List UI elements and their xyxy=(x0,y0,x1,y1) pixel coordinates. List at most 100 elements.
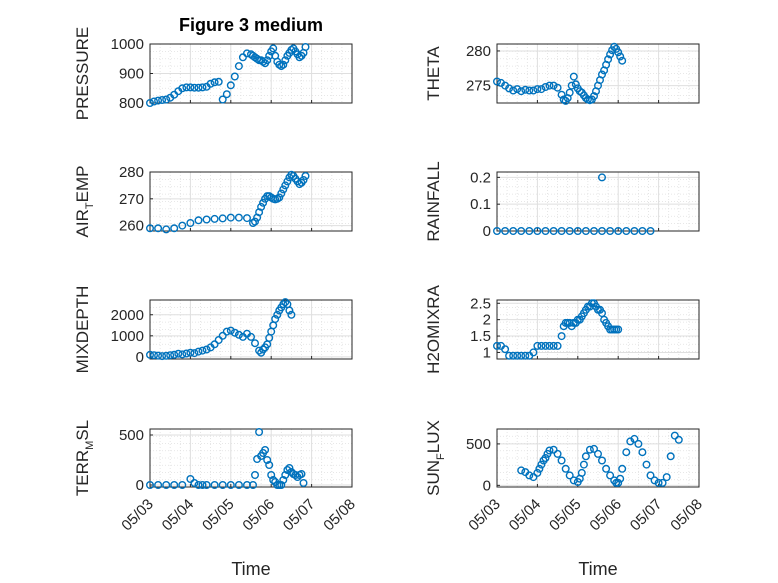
data-point xyxy=(283,466,292,475)
data-point xyxy=(271,315,280,324)
data-point xyxy=(561,464,570,473)
data-point xyxy=(255,346,264,355)
y-tick-label: 1000 xyxy=(111,328,144,345)
data-point xyxy=(654,478,663,487)
data-point xyxy=(162,95,171,104)
y-tick-label: 500 xyxy=(466,436,491,453)
data-point xyxy=(533,226,542,235)
data-point xyxy=(553,449,562,458)
data-point xyxy=(638,448,647,457)
data-point xyxy=(614,325,623,334)
data-point xyxy=(525,471,534,480)
data-point xyxy=(509,86,518,95)
data-point xyxy=(590,226,599,235)
data-point xyxy=(194,481,203,490)
data-point xyxy=(287,45,296,54)
data-point xyxy=(493,341,502,350)
data-point xyxy=(541,226,550,235)
data-point xyxy=(277,189,286,198)
data-point xyxy=(590,444,599,453)
data-point xyxy=(182,83,191,92)
data-point xyxy=(194,83,203,92)
data-point xyxy=(275,193,284,202)
data-point xyxy=(517,351,526,360)
data-point xyxy=(149,351,158,360)
y-tick-label: 2000 xyxy=(111,307,144,324)
data-point xyxy=(149,97,158,106)
data-point xyxy=(614,478,623,487)
data-point xyxy=(533,341,542,350)
data-point xyxy=(537,85,546,94)
data-point xyxy=(630,434,639,443)
axes-box xyxy=(149,43,353,104)
data-point xyxy=(565,471,574,480)
data-point xyxy=(218,214,227,223)
data-point xyxy=(614,48,623,57)
y-tick-label: 0 xyxy=(136,477,144,494)
y-tick-label: 0 xyxy=(136,349,144,366)
data-point xyxy=(218,331,227,340)
y-axis-label: SUNFLUX xyxy=(424,420,447,496)
data-point xyxy=(545,446,554,455)
data-point xyxy=(198,83,207,92)
data-point xyxy=(509,351,518,360)
data-point xyxy=(571,80,580,89)
data-point xyxy=(250,471,259,480)
data-point xyxy=(202,345,211,354)
axes-box xyxy=(149,171,353,232)
data-point xyxy=(606,471,615,480)
data-point xyxy=(186,348,195,357)
data-point xyxy=(513,85,522,94)
data-point xyxy=(222,327,231,336)
y-tick-label: 280 xyxy=(466,43,491,60)
y-tick-label: 1000 xyxy=(111,36,144,53)
y-tick-label: 260 xyxy=(119,218,144,235)
y-tick-label: 0.2 xyxy=(470,169,491,186)
data-point xyxy=(557,90,566,99)
data-point xyxy=(257,202,266,211)
figure-title: Figure 3 medium xyxy=(179,15,323,35)
data-point xyxy=(674,435,683,444)
data-point xyxy=(493,77,502,86)
data-point xyxy=(154,224,163,233)
data-point xyxy=(281,181,290,190)
data-point xyxy=(533,468,542,477)
data-point xyxy=(581,226,590,235)
data-point xyxy=(226,213,235,222)
data-point xyxy=(261,446,270,455)
data-point xyxy=(285,464,294,473)
data-point xyxy=(604,55,613,64)
data-point xyxy=(525,226,534,235)
data-point xyxy=(581,452,590,461)
data-point xyxy=(590,92,599,101)
data-point xyxy=(281,56,290,65)
data-point xyxy=(565,226,574,235)
data-point xyxy=(299,479,308,488)
data-point xyxy=(273,310,282,319)
data-point xyxy=(585,445,594,454)
data-point xyxy=(226,81,235,90)
data-point xyxy=(190,479,199,488)
data-point xyxy=(190,83,199,92)
data-point xyxy=(154,351,163,360)
y-tick-label: 1.5 xyxy=(470,328,491,345)
x-axis-label: Time xyxy=(578,559,617,579)
data-series xyxy=(145,170,310,234)
data-point xyxy=(297,470,306,479)
data-point xyxy=(295,53,304,62)
data-point xyxy=(517,466,526,475)
data-point xyxy=(658,478,667,487)
data-point xyxy=(598,226,607,235)
data-point xyxy=(541,454,550,463)
y-tick-label: 275 xyxy=(466,78,491,95)
data-point xyxy=(230,72,239,81)
y-tick-label: 900 xyxy=(119,66,144,83)
data-point xyxy=(190,349,199,358)
data-point xyxy=(267,471,276,480)
data-point xyxy=(269,476,278,485)
axes-box xyxy=(496,299,700,360)
data-point xyxy=(569,72,578,81)
data-point xyxy=(549,341,558,350)
data-point xyxy=(186,475,195,484)
axes-box xyxy=(496,171,700,232)
